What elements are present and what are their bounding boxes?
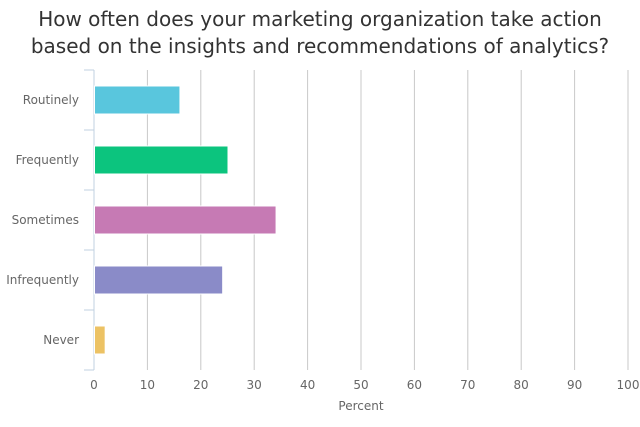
category-label: Infrequently: [6, 273, 79, 287]
x-tick-label: 80: [514, 378, 529, 392]
x-tick-labels: 0 10 20 30 40 50 60 70 80 90 100: [90, 378, 639, 392]
x-tick-label: 90: [567, 378, 582, 392]
x-tick-label: 10: [140, 378, 155, 392]
x-tick-label: 0: [90, 378, 98, 392]
x-tick-label: 50: [353, 378, 368, 392]
chart-title: How often does your marketing organizati…: [0, 6, 640, 60]
chart-title-line-1: How often does your marketing organizati…: [38, 7, 602, 31]
axes: [84, 69, 95, 371]
x-tick-label: 70: [460, 378, 475, 392]
chart-title-line-2: based on the insights and recommendation…: [30, 34, 610, 58]
x-tick-label: 30: [247, 378, 262, 392]
bar-never: [94, 325, 106, 355]
x-tick-label: 40: [300, 378, 315, 392]
x-axis-title: Percent: [338, 399, 383, 413]
x-tick-label: 20: [193, 378, 208, 392]
category-labels: Routinely Frequently Sometimes Infrequently…: [6, 93, 79, 347]
category-label: Sometimes: [12, 213, 79, 227]
x-tick-label: 60: [407, 378, 422, 392]
category-label: Frequently: [16, 153, 79, 167]
x-tick-label: 100: [617, 378, 640, 392]
category-label: Routinely: [23, 93, 79, 107]
bar-routinely: [94, 85, 181, 115]
bar-sometimes: [94, 205, 277, 235]
bar-frequently: [94, 145, 229, 175]
category-label: Never: [43, 333, 79, 347]
bars: [94, 85, 277, 355]
bar-infrequently: [94, 265, 224, 295]
